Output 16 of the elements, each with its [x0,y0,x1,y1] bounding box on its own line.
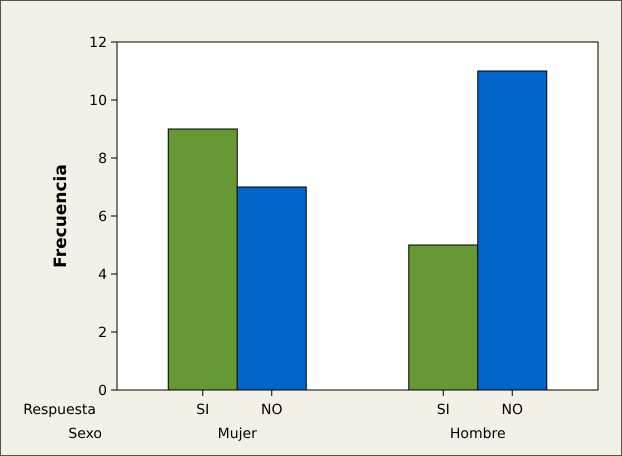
x-tick-label: Mujer [218,426,258,442]
text: Sexo [68,426,102,442]
y-tick-label: 8 [98,150,107,167]
y-tick-label: 0 [98,382,107,399]
y-tick-label: 4 [98,266,108,283]
y-tick-label: 10 [89,92,107,109]
series-label: SI [196,402,210,418]
text: Respuesta [23,402,96,418]
y-tick-label: 2 [98,324,107,341]
series-label: NO [261,402,282,418]
y-tick-label: 6 [98,208,108,225]
y-tick-label: 12 [89,34,107,51]
x-tick-label: Hombre [450,426,506,442]
text: SI [436,402,450,418]
text: NO [502,402,523,418]
y-axis-title: Frecuencia [51,164,71,268]
